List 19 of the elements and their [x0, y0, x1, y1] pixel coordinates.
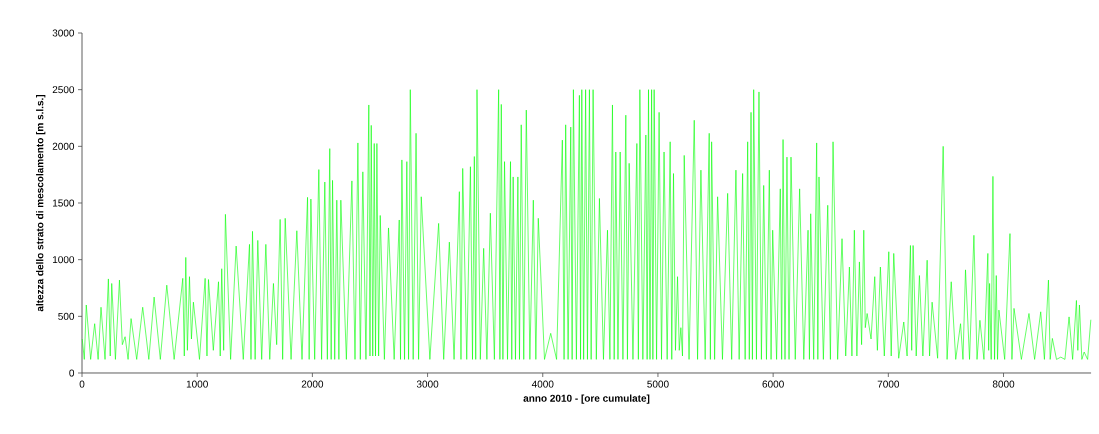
y-tick-label: 1500 [52, 199, 75, 207]
y-tick-label: 3000 [52, 29, 75, 37]
x-tick-label: 1000 [186, 380, 208, 388]
y-axis-title: altezza dello strato di mescolamento [m s.l.s.] [36, 94, 46, 312]
x-tick-label: 0 [79, 380, 85, 388]
x-tick-label: 6000 [762, 380, 784, 388]
y-tick-label: 2500 [52, 86, 75, 94]
x-tick-label: 2000 [301, 380, 324, 388]
y-tick-label: 500 [58, 312, 75, 320]
x-tick-label: 4000 [531, 380, 554, 388]
y-tick-label: 2000 [52, 142, 75, 150]
x-tick-label: 3000 [416, 380, 439, 388]
x-axis-title: anno 2010 - [ore cumulate] [523, 394, 650, 404]
y-tick-label: 1000 [52, 256, 75, 264]
x-tick-label: 7000 [877, 380, 900, 388]
y-tick-label: 0 [69, 369, 75, 377]
x-tick-label: 8000 [992, 380, 1015, 388]
line-series [81, 89, 1092, 360]
x-tick-label: 5000 [647, 380, 669, 388]
